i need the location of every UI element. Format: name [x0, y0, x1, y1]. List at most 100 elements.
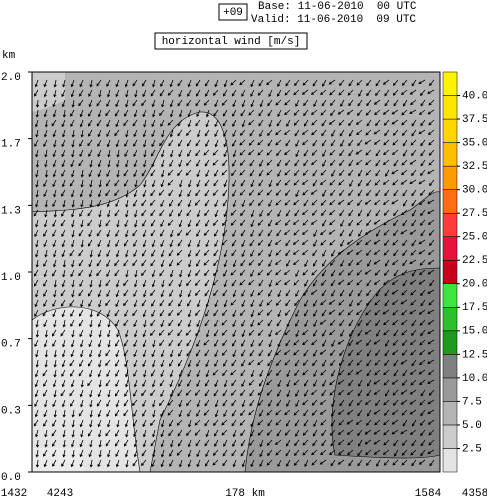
wind-arrow [97, 109, 102, 118]
wind-arrow [277, 109, 282, 117]
wind-arrow [62, 269, 66, 278]
wind-arrow [250, 89, 255, 97]
wind-arrow [429, 179, 435, 186]
wind-arrow [115, 429, 120, 437]
wind-arrow [43, 459, 48, 468]
wind-arrow [384, 129, 390, 137]
wind-arrow [53, 349, 57, 358]
wind-arrow [142, 229, 147, 238]
wind-arrow [277, 159, 282, 167]
wind-arrow [115, 349, 120, 358]
wind-arrow [61, 169, 66, 177]
wind-arrow [142, 329, 147, 338]
wind-arrow [89, 309, 93, 318]
wind-arrow [302, 249, 309, 256]
wind-arrow [313, 299, 318, 307]
wind-arrow [331, 289, 336, 297]
wind-arrow [266, 149, 273, 156]
wind-arrow [96, 269, 102, 277]
wind-arrow [302, 399, 309, 406]
wind-arrow [204, 189, 210, 197]
wind-arrow [331, 399, 336, 408]
colorbar-swatch [442, 189, 458, 214]
wind-arrow [195, 189, 201, 197]
wind-arrow [411, 329, 417, 336]
wind-arrow [393, 359, 399, 367]
wind-arrow [115, 79, 120, 88]
wind-arrow [275, 439, 282, 445]
wind-arrow [366, 369, 372, 377]
wind-arrow [330, 459, 336, 467]
wind-arrow [348, 259, 354, 267]
wind-arrow [35, 219, 39, 228]
wind-arrow [115, 389, 120, 397]
wind-arrow [294, 209, 300, 217]
wind-arrow [409, 159, 417, 165]
wind-arrow [258, 349, 264, 357]
wind-arrow [151, 249, 156, 257]
wind-arrow [320, 369, 327, 376]
wind-arrow [275, 269, 282, 276]
wind-arrow [150, 169, 156, 177]
wind-arrow [239, 189, 246, 196]
wind-arrow [60, 219, 66, 227]
wind-arrow [88, 169, 93, 178]
wind-arrow [60, 329, 66, 337]
wind-arrow [142, 309, 147, 318]
wind-arrow [187, 189, 192, 197]
title-box [154, 32, 308, 50]
wind-arrow [257, 219, 264, 226]
wind-arrow [152, 429, 156, 438]
wind-arrow [384, 299, 390, 307]
wind-arrow [276, 399, 282, 407]
wind-arrow [286, 369, 291, 378]
wind-arrow [258, 169, 264, 177]
wind-arrow [195, 79, 201, 87]
wind-arrow [428, 229, 435, 236]
wind-arrow [365, 109, 372, 116]
wind-arrow [401, 89, 408, 95]
wind-arrow [357, 389, 363, 397]
wind-arrow [177, 99, 183, 107]
wind-arrow [222, 189, 228, 197]
wind-arrow [257, 319, 264, 326]
wind-arrow [383, 279, 390, 286]
wind-arrow [115, 249, 120, 258]
wind-arrow [348, 399, 354, 407]
wind-arrow [53, 279, 57, 288]
wind-arrow [293, 459, 300, 466]
wind-arrow [123, 279, 129, 287]
wind-arrow [257, 239, 264, 246]
wind-arrow [177, 339, 183, 347]
wind-arrow [196, 379, 201, 388]
wind-arrow [266, 299, 273, 306]
wind-arrow [418, 459, 426, 465]
wind-arrow [338, 119, 345, 126]
wind-arrow [364, 269, 372, 275]
wind-arrow [214, 119, 219, 128]
wind-arrow [241, 289, 246, 297]
wind-arrow [125, 189, 129, 198]
wind-arrow [169, 79, 174, 88]
wind-arrow [241, 329, 246, 338]
wind-arrow [266, 439, 273, 446]
wind-arrow [195, 139, 201, 147]
wind-arrow [134, 89, 138, 98]
wind-arrow [97, 239, 102, 248]
wind-arrow [373, 439, 381, 445]
wind-arrow [205, 379, 210, 387]
wind-arrow [125, 459, 129, 468]
wind-arrow [70, 189, 75, 198]
wind-arrow [151, 149, 156, 157]
wind-arrow [177, 239, 183, 247]
wind-arrow [52, 149, 57, 158]
wind-arrow [69, 299, 75, 307]
wind-arrow [97, 419, 102, 428]
wind-arrow [248, 359, 255, 366]
wind-arrow [150, 89, 156, 97]
wind-arrow [382, 79, 390, 85]
wind-arrow [223, 379, 228, 388]
wind-arrow [295, 289, 300, 297]
wind-arrow [132, 399, 138, 406]
wind-arrow [240, 439, 246, 447]
